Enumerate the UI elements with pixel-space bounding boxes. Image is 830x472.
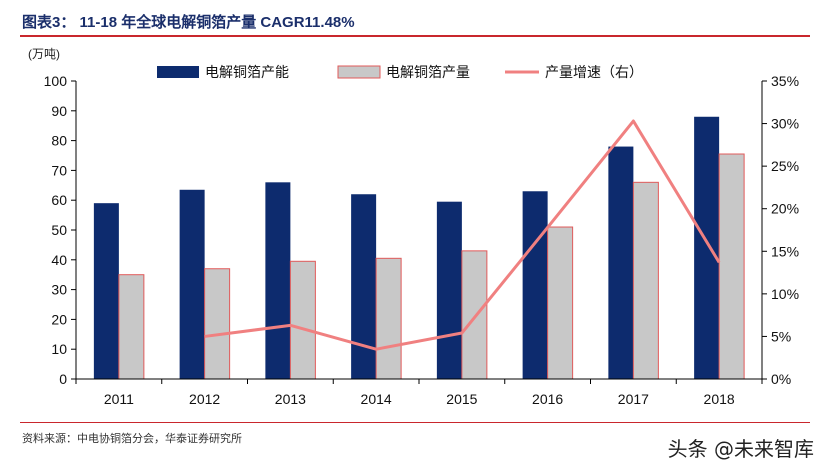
y-left-tick-label: 30 — [51, 282, 67, 298]
legend-swatch — [157, 66, 199, 78]
bar-capacity — [93, 203, 119, 379]
source-note: 资料来源：中电协铜箔分会，华泰证券研究所 — [22, 432, 242, 445]
y-left-tick-label: 100 — [44, 73, 68, 89]
y-left-tick-label: 80 — [51, 133, 67, 149]
x-tick-label: 2011 — [104, 391, 134, 407]
bar-capacity — [694, 116, 720, 379]
x-tick-label: 2018 — [704, 391, 735, 407]
legend-label: 产量增速（右） — [545, 64, 643, 80]
bar-capacity — [351, 194, 377, 379]
bar-output — [461, 250, 488, 380]
bar-capacity — [436, 201, 462, 379]
title-bar: 图表3： 11-18 年全球电解铜箔产量 CAGR11.48% — [0, 0, 830, 38]
watermark: 头条 @未来智库 — [667, 437, 814, 461]
bar-output — [204, 268, 231, 380]
x-tick-label: 2015 — [446, 391, 477, 407]
x-tick-label: 2014 — [361, 391, 392, 407]
bar-capacity — [179, 189, 205, 379]
legend-label: 电解铜箔产量 — [386, 64, 470, 80]
y-right-tick-label: 20% — [771, 201, 799, 217]
bar-output — [118, 274, 145, 380]
footer-divider — [20, 422, 810, 423]
bar-output — [375, 257, 402, 380]
chart: (万吨) 0 10 20 30 40 50 60 70 80 90 100 0% 5% 10% 15% 20%… — [28, 47, 799, 407]
bar-output — [289, 260, 316, 380]
bar-capacity — [608, 146, 634, 379]
y-right-tick-label: 0% — [771, 371, 791, 387]
x-tick-label: 2012 — [189, 391, 220, 407]
y-left-tick-label: 10 — [51, 341, 67, 357]
bar-output — [718, 153, 745, 380]
bar-capacity — [265, 182, 291, 379]
y-right-tick-label: 10% — [771, 286, 799, 302]
bar-output — [547, 226, 574, 380]
y-left-tick-label: 60 — [51, 192, 67, 208]
y-right-tick-label: 25% — [771, 158, 799, 174]
legend-swatch — [337, 65, 381, 79]
y-right-tick-label: 5% — [771, 328, 791, 344]
y-left-tick-label: 90 — [51, 103, 67, 119]
y-left-unit-label: (万吨) — [28, 47, 60, 61]
y-left-tick-label: 20 — [51, 311, 67, 327]
y-left-tick-label: 70 — [51, 162, 67, 178]
legend-label: 电解铜箔产能 — [205, 64, 289, 80]
bar-capacity — [522, 191, 548, 379]
y-right-tick-label: 35% — [771, 73, 799, 89]
x-tick-label: 2016 — [532, 391, 563, 407]
x-tick-label: 2017 — [618, 391, 649, 407]
y-left-tick-label: 0 — [59, 371, 67, 387]
y-left-tick-label: 50 — [51, 222, 67, 238]
y-right-tick-label: 15% — [771, 243, 799, 259]
bar-output — [632, 181, 659, 380]
title-divider — [20, 35, 810, 37]
chart-title: 图表3： 11-18 年全球电解铜箔产量 CAGR11.48% — [22, 14, 355, 31]
y-left-tick-label: 40 — [51, 252, 67, 268]
x-tick-label: 2013 — [275, 391, 306, 407]
y-right-tick-label: 30% — [771, 116, 799, 132]
